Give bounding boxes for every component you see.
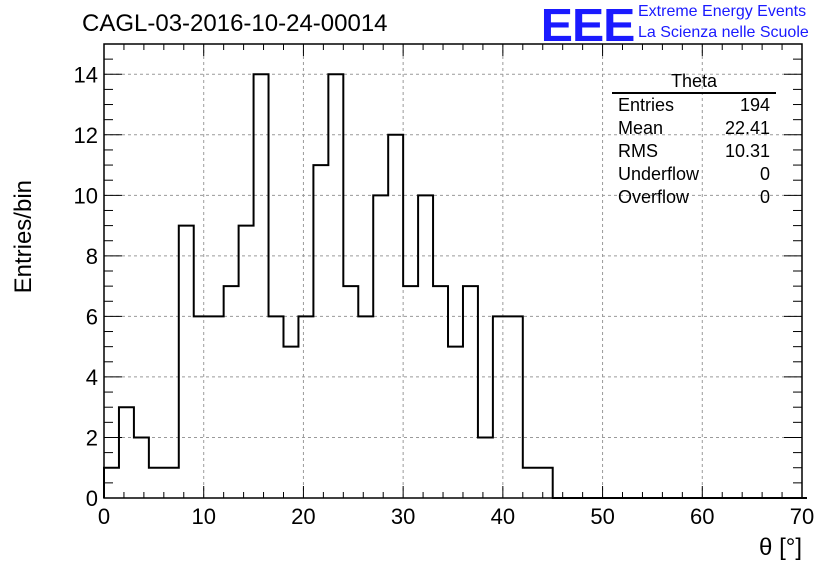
histogram-bin — [164, 468, 179, 498]
x-tick-label: 50 — [590, 504, 614, 529]
stats-value: 22.41 — [724, 118, 770, 138]
x-tick-label: 10 — [191, 504, 215, 529]
histogram-bin — [283, 347, 298, 498]
y-tick-label: 8 — [86, 244, 98, 269]
y-tick-label: 10 — [74, 183, 98, 208]
histogram-bin — [478, 437, 493, 498]
x-tick-label: 0 — [98, 504, 110, 529]
stats-value: 194 — [739, 95, 770, 115]
histogram-bin — [523, 468, 538, 498]
x-tick-label: 20 — [291, 504, 315, 529]
histogram-bin — [298, 316, 313, 498]
histogram-bin — [328, 74, 343, 498]
stats-label: Entries — [618, 95, 675, 115]
histogram-bin — [493, 316, 508, 498]
histogram-bin — [239, 226, 254, 498]
y-axis: 0 2 4 6 8 10 12 14 — [74, 43, 802, 511]
x-axis-label: θ [°] — [759, 534, 802, 561]
histogram-bin — [313, 165, 328, 498]
histogram-bin — [179, 226, 194, 498]
y-tick-label: 14 — [74, 62, 98, 87]
stats-box: Theta Entries 194 Mean 22.41 RMS 10.31 U… — [612, 70, 776, 209]
histogram-bin — [358, 316, 373, 498]
y-tick-label: 2 — [86, 425, 98, 450]
histogram-bin — [343, 286, 358, 498]
stats-label: RMS — [618, 141, 658, 161]
x-axis: 0 10 20 30 40 50 60 70 — [98, 44, 814, 529]
stats-label: Underflow — [618, 164, 700, 184]
histogram-bin — [463, 286, 478, 498]
x-tick-label: 70 — [790, 504, 814, 529]
stats-value: 0 — [759, 164, 770, 184]
x-tick-label: 60 — [690, 504, 714, 529]
stats-title: Theta — [612, 70, 776, 94]
histogram-bin — [508, 316, 523, 498]
y-tick-label: 6 — [86, 304, 98, 329]
histogram-bin — [134, 437, 149, 498]
x-tick-label: 40 — [491, 504, 515, 529]
stats-row-entries: Entries 194 — [612, 94, 776, 117]
histogram-bin — [149, 468, 164, 498]
histogram-bin — [538, 468, 553, 498]
eee-logo: EEE — [540, 0, 636, 51]
histogram-bin — [403, 286, 418, 498]
stats-row-mean: Mean 22.41 — [612, 117, 776, 140]
histogram-bin — [224, 286, 239, 498]
chart-title: CAGL-03-2016-10-24-00014 — [82, 10, 388, 37]
stats-row-overflow: Overflow 0 — [612, 186, 776, 209]
stats-row-rms: RMS 10.31 — [612, 140, 776, 163]
stats-label: Overflow — [618, 187, 690, 207]
histogram-bin — [209, 316, 224, 498]
histogram-bin — [373, 195, 388, 498]
stats-row-underflow: Underflow 0 — [612, 163, 776, 186]
y-axis-label: Entries/bin — [10, 180, 37, 294]
histogram-bin — [448, 347, 463, 498]
logo-line-1: Extreme Energy Events — [638, 3, 807, 20]
histogram-bin — [418, 195, 433, 498]
stats-value: 0 — [759, 187, 770, 207]
stats-label: Mean — [618, 118, 664, 138]
x-tick-label: 30 — [391, 504, 415, 529]
logo-line-2: La Scienza nelle Scuole — [638, 24, 809, 41]
histogram-bin — [433, 286, 448, 498]
y-tick-label: 0 — [86, 486, 98, 511]
y-tick-label: 12 — [74, 123, 98, 148]
histogram-bin — [269, 316, 284, 498]
histogram-bin — [119, 407, 134, 498]
grid-lines — [104, 44, 802, 498]
stats-value: 10.31 — [724, 141, 770, 161]
histogram-bin — [194, 316, 209, 498]
histogram-bin — [254, 74, 269, 498]
y-tick-label: 4 — [86, 365, 98, 390]
